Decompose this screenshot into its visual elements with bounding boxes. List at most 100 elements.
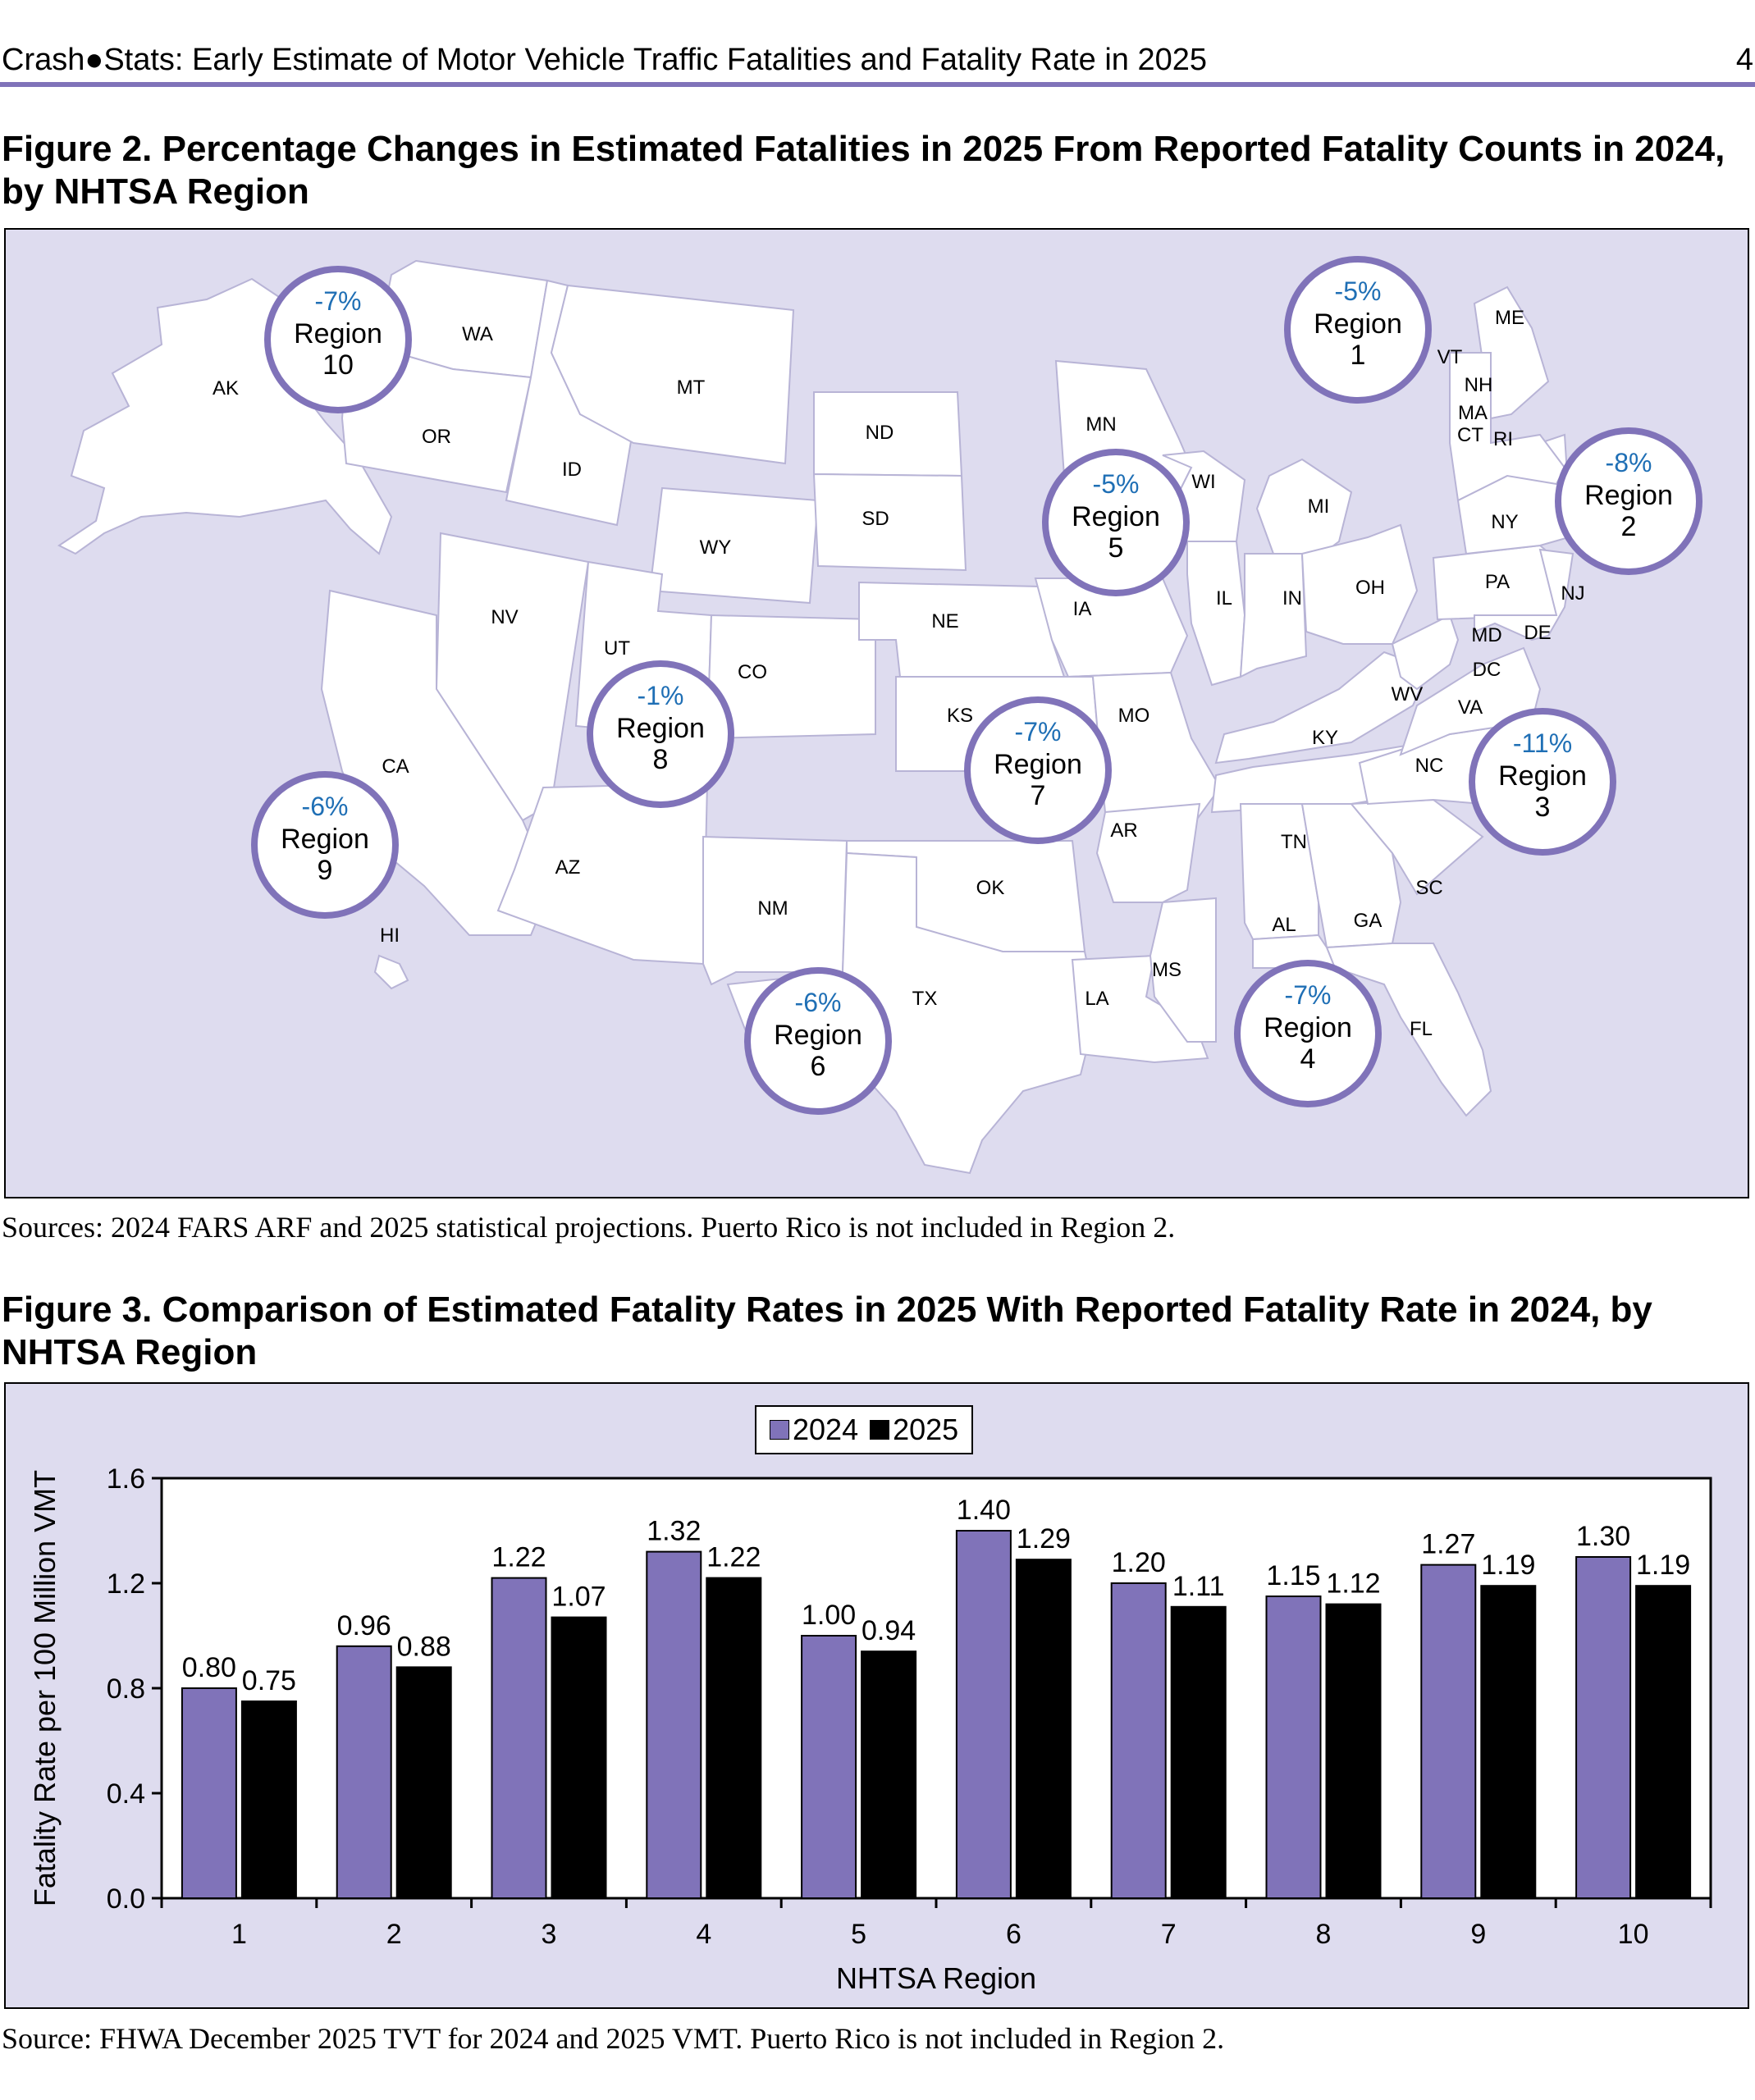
us-regions-map: AK WA MT OR ID ND MN SD WY NV UT CO NE IA KS MO CA AZ NM OK… <box>57 256 1702 1175</box>
region-pct-label: -1% <box>638 681 684 710</box>
state-label-co: CO <box>738 661 767 683</box>
bar-label-2024-region-5: 1.00 <box>802 1600 856 1631</box>
region-pct-label: -5% <box>1335 276 1382 306</box>
region-word-label: Region <box>1584 480 1673 511</box>
state-shape-hi <box>373 954 409 990</box>
bar-label-2024-region-4: 1.32 <box>647 1516 701 1547</box>
figure2-source: Sources: 2024 FARS ARF and 2025 statisti… <box>2 1211 1176 1244</box>
region-number-label: 4 <box>1300 1043 1316 1075</box>
state-shape-ms <box>1149 897 1217 1043</box>
state-label-ks: KS <box>947 705 973 727</box>
region-pct-label: -11% <box>1513 728 1572 758</box>
region-circle <box>1284 256 1432 404</box>
state-label-md: MD <box>1471 624 1501 646</box>
state-label-in: IN <box>1282 587 1302 609</box>
state-shape-in <box>1239 553 1308 678</box>
bar-2025-region-2 <box>395 1666 452 1899</box>
region-number-label: 7 <box>1031 780 1046 811</box>
state-shape-nj-de_md <box>1474 548 1574 641</box>
bar-2025-region-6 <box>1015 1559 1072 1899</box>
region-word-label: Region <box>281 824 369 855</box>
bar-2024-region-7 <box>1110 1582 1167 1899</box>
bar-2025-region-4 <box>706 1577 762 1899</box>
region-circle <box>744 967 892 1115</box>
region-circle <box>587 660 734 808</box>
document-title: Crash●Stats: Early Estimate of Motor Veh… <box>2 43 1208 77</box>
bar-2024-region-5 <box>801 1635 857 1899</box>
region-number-label: 9 <box>318 855 333 886</box>
x-tick-label-4: 4 <box>696 1919 711 1950</box>
y-axis: 0.0 0.4 0.8 1.2 1.6 <box>107 1463 162 1915</box>
region-pct-label: -6% <box>795 988 842 1017</box>
region-word-label: Region <box>774 1020 862 1051</box>
bar-label-2024-region-2: 0.96 <box>337 1610 391 1641</box>
state-label-dc: DC <box>1473 659 1501 681</box>
region-pct-label: -7% <box>1015 717 1062 746</box>
header-divider <box>0 82 1755 87</box>
state-label-wv: WV <box>1392 683 1424 705</box>
state-label-mi: MI <box>1308 495 1330 518</box>
bar-2025-region-1 <box>240 1701 297 1899</box>
region-word-label: Region <box>616 713 705 744</box>
region-word-label: Region <box>1072 501 1160 532</box>
state-label-az: AZ <box>555 856 581 879</box>
y-tick-label: 1.6 <box>107 1463 145 1495</box>
figure2-map-panel: AK WA MT OR ID ND MN SD WY NV UT CO NE IA KS MO CA AZ NM OK… <box>4 228 1749 1198</box>
state-label-ne: NE <box>931 610 958 632</box>
state-shape-wy <box>648 486 820 605</box>
bar-label-2025-region-7: 1.11 <box>1172 1571 1225 1602</box>
region-word-label: Region <box>1314 308 1402 340</box>
x-tick-label-2: 2 <box>386 1919 402 1950</box>
bar-2024-region-10 <box>1575 1556 1632 1899</box>
region-pct-label: -6% <box>302 792 349 821</box>
page-header: Crash●Stats: Early Estimate of Motor Veh… <box>0 43 1755 84</box>
state-label-il: IL <box>1216 587 1232 609</box>
state-shape-mt <box>550 284 795 465</box>
bar-label-2025-region-9: 1.19 <box>1481 1550 1535 1581</box>
state-label-wy: WY <box>700 536 732 559</box>
bar-label-2025-region-4: 1.22 <box>706 1542 761 1573</box>
state-label-ca: CA <box>382 756 409 778</box>
legend-label-2024: 2024 <box>793 1413 859 1446</box>
bar-2025-region-9 <box>1480 1585 1537 1899</box>
region-number-label: 6 <box>811 1051 826 1082</box>
state-label-ky: KY <box>1312 727 1338 749</box>
x-tick-label-10: 10 <box>1618 1919 1649 1950</box>
state-labels: AK WA MT OR ID ND MN SD WY NV UT CO NE IA KS MO CA AZ NM OK… <box>213 307 1585 1040</box>
bar-2024-region-6 <box>955 1530 1012 1899</box>
region-circle <box>1469 708 1616 856</box>
bar-2025-region-7 <box>1170 1605 1227 1899</box>
state-shape-oh <box>1300 523 1419 645</box>
state-label-sd: SD <box>862 508 889 530</box>
bar-label-2025-region-6: 1.29 <box>1017 1523 1071 1554</box>
state-label-fl: FL <box>1410 1018 1433 1040</box>
state-label-al: AL <box>1272 914 1296 936</box>
legend-item-2024: 2024 <box>770 1413 858 1447</box>
x-tick-label-7: 7 <box>1161 1919 1177 1950</box>
bar-label-2024-region-7: 1.20 <box>1112 1547 1166 1578</box>
state-shape-ne <box>858 581 1066 678</box>
state-label-tn: TN <box>1281 831 1307 853</box>
bar-label-2024-region-6: 1.40 <box>957 1495 1011 1526</box>
state-label-or: OR <box>422 426 451 448</box>
region-word-label: Region <box>1498 760 1587 792</box>
region-circle <box>264 266 412 413</box>
state-shape-mi <box>1255 458 1353 555</box>
bar-2024-region-9 <box>1420 1564 1477 1899</box>
state-shape-sd <box>812 472 967 572</box>
state-label-ok: OK <box>976 877 1005 899</box>
y-tick-label: 1.2 <box>107 1568 145 1600</box>
y-tick-label: 0.4 <box>107 1778 145 1810</box>
plot-area <box>160 1477 1712 1900</box>
state-label-ms: MS <box>1152 959 1181 981</box>
legend-item-2025: 2025 <box>870 1413 958 1447</box>
y-tick-label: 0.8 <box>107 1673 145 1705</box>
